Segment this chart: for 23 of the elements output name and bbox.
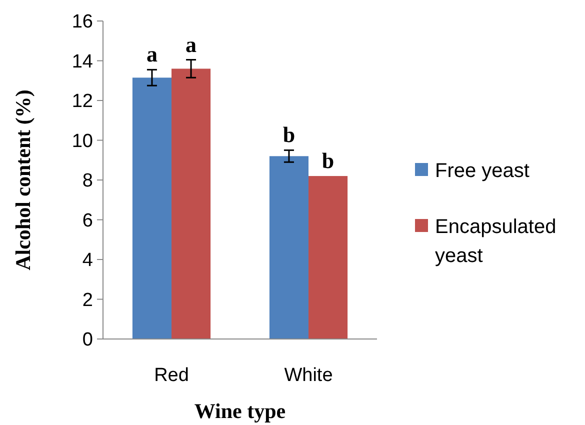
y-tick-label: 2 xyxy=(82,290,93,311)
legend-label: Free yeast xyxy=(435,160,530,182)
y-tick-label: 10 xyxy=(72,130,93,152)
y-tick-label: 6 xyxy=(82,210,93,232)
data-label: b xyxy=(282,122,296,148)
data-label: b xyxy=(322,148,334,174)
bar xyxy=(269,156,308,339)
y-tick-label: 0 xyxy=(82,330,93,351)
y-tick-label: 14 xyxy=(72,51,94,72)
data-label: a xyxy=(146,42,158,67)
bar xyxy=(172,68,211,339)
y-axis-title: Alcohol content (%) xyxy=(11,90,35,270)
x-axis-title: Wine type xyxy=(194,399,286,423)
bar xyxy=(132,78,172,339)
y-tick-label: 8 xyxy=(82,170,93,192)
data-label: a xyxy=(186,32,197,57)
y-tick-label: 16 xyxy=(72,12,93,33)
x-tick-label: Red xyxy=(154,365,189,386)
y-tick-label: 4 xyxy=(82,250,94,272)
x-tick-label: White xyxy=(284,365,333,386)
y-tick-label: 12 xyxy=(72,91,93,112)
bar xyxy=(308,176,348,339)
legend-label: Encapsulated yeast xyxy=(435,216,556,267)
